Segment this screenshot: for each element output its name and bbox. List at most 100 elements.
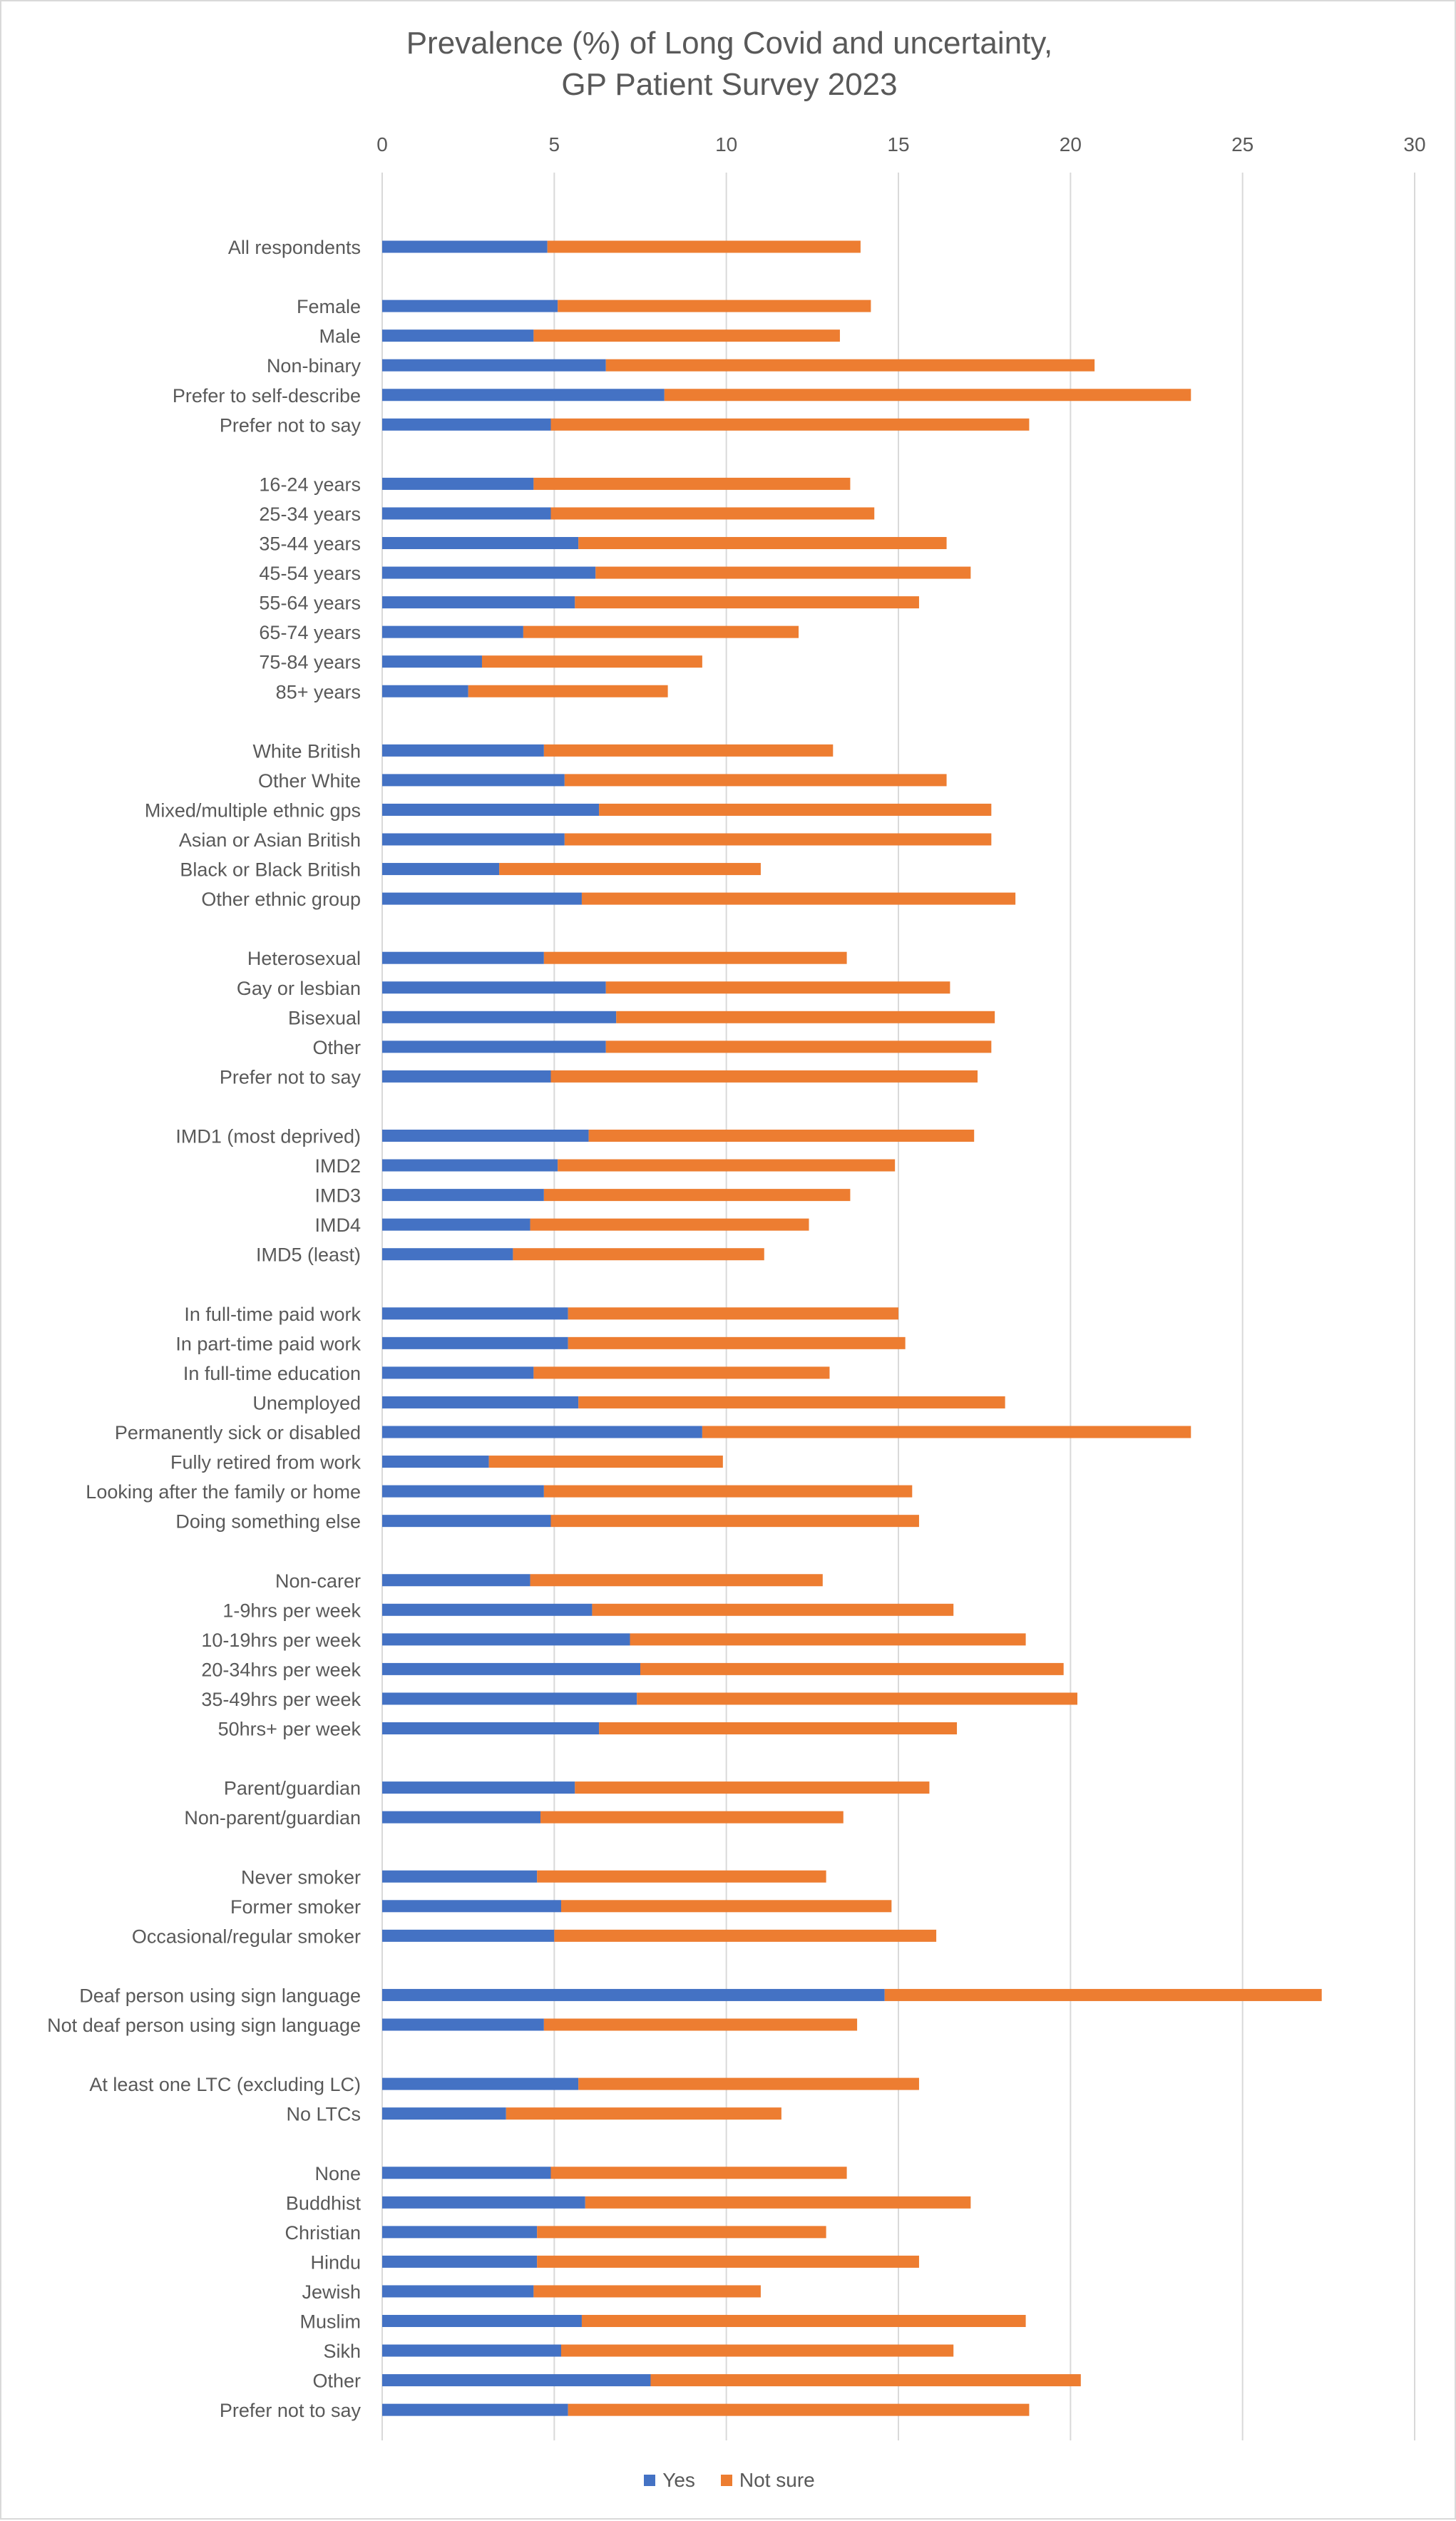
- bar-yes: [382, 1929, 555, 1942]
- bar-not-sure: [599, 1722, 958, 1734]
- x-tick-label: 15: [887, 133, 909, 155]
- bar-yes: [382, 1870, 538, 1883]
- x-tick-label: 10: [715, 133, 737, 155]
- bar-yes: [382, 1515, 551, 1528]
- category-label: Never smoker: [241, 1866, 361, 1888]
- bar-yes: [382, 1218, 530, 1231]
- category-label: 10-19hrs per week: [201, 1630, 361, 1651]
- bar-yes: [382, 1485, 544, 1498]
- bar-yes: [382, 418, 551, 431]
- category-label: In part-time paid work: [175, 1333, 361, 1354]
- category-label: All respondents: [228, 237, 361, 258]
- bar-not-sure: [537, 2255, 919, 2268]
- bar-not-sure: [564, 833, 992, 846]
- bar-not-sure: [568, 1307, 898, 1320]
- bar-not-sure: [592, 1603, 954, 1616]
- bar-not-sure: [637, 1692, 1077, 1705]
- category-label: IMD1 (most deprived): [175, 1126, 361, 1147]
- x-tick-label: 20: [1060, 133, 1082, 155]
- bar-not-sure: [543, 951, 847, 964]
- category-label: 45-54 years: [259, 563, 361, 584]
- bar-not-sure: [640, 1662, 1064, 1675]
- bar-yes: [382, 1070, 551, 1083]
- bar-yes: [382, 2344, 561, 2357]
- category-label: Permanently sick or disabled: [115, 1422, 361, 1443]
- bar-yes: [382, 2403, 568, 2416]
- category-label: Female: [297, 296, 361, 317]
- bar-yes: [382, 389, 665, 402]
- bar-not-sure: [605, 1040, 992, 1053]
- bar-yes: [382, 1603, 593, 1616]
- category-label: Looking after the family or home: [86, 1481, 361, 1503]
- bar-not-sure: [595, 566, 971, 579]
- x-tick-label: 30: [1403, 133, 1425, 155]
- bar-yes: [382, 1574, 530, 1587]
- bar-not-sure: [588, 1130, 975, 1142]
- category-label: 55-64 years: [259, 593, 361, 614]
- bar-yes: [382, 329, 534, 342]
- category-label: Prefer not to say: [220, 1066, 362, 1088]
- bar-yes: [382, 537, 579, 549]
- bar-yes: [382, 240, 548, 253]
- bar-not-sure: [550, 1070, 978, 1083]
- bar-not-sure: [533, 2285, 761, 2298]
- category-label: Asian or Asian British: [179, 829, 361, 851]
- bar-yes: [382, 1159, 558, 1172]
- category-label: IMD2: [314, 1155, 361, 1177]
- category-label: 25-34 years: [259, 503, 361, 525]
- bar-not-sure: [564, 774, 947, 787]
- bar-yes: [382, 774, 565, 787]
- bar-not-sure: [533, 329, 840, 342]
- bar-not-sure: [543, 1485, 913, 1498]
- bar-not-sure: [537, 2226, 826, 2239]
- bar-yes: [382, 1900, 561, 1913]
- bar-yes: [382, 2255, 538, 2268]
- category-label: In full-time education: [183, 1363, 361, 1384]
- bar-yes: [382, 2315, 582, 2327]
- bar-yes: [382, 981, 606, 994]
- bar-not-sure: [702, 1426, 1191, 1438]
- bar-not-sure: [499, 863, 761, 876]
- legend-label: Not sure: [739, 2469, 815, 2491]
- bar-yes: [382, 1336, 568, 1349]
- bar-yes: [382, 2196, 585, 2209]
- bar-not-sure: [558, 1159, 896, 1172]
- category-label: Deaf person using sign language: [79, 1985, 361, 2006]
- bar-not-sure: [543, 1189, 851, 1202]
- category-label: Non-binary: [267, 355, 362, 377]
- bar-not-sure: [550, 507, 875, 520]
- bar-not-sure: [533, 477, 851, 490]
- bar-yes: [382, 1456, 489, 1468]
- bar-yes: [382, 2077, 579, 2090]
- category-label: Former smoker: [230, 1896, 361, 1918]
- bar-not-sure: [581, 892, 1016, 905]
- bar-not-sure: [533, 1366, 830, 1379]
- bar-not-sure: [550, 418, 1030, 431]
- category-label: Christian: [284, 2222, 361, 2244]
- category-label: Unemployed: [252, 1392, 361, 1413]
- bar-yes: [382, 803, 600, 816]
- category-label: Other ethnic group: [201, 889, 361, 910]
- bar-yes: [382, 2107, 506, 2120]
- category-label: 65-74 years: [259, 622, 361, 643]
- category-label: Fully retired from work: [170, 1452, 362, 1473]
- bar-yes: [382, 1396, 579, 1408]
- bar-not-sure: [550, 1515, 919, 1528]
- category-label: Other: [312, 2371, 361, 2392]
- bar-yes: [382, 1011, 617, 1023]
- bar-not-sure: [554, 1929, 937, 1942]
- category-label: Non-parent/guardian: [184, 1807, 361, 1829]
- category-label: Parent/guardian: [224, 1778, 361, 1799]
- bar-not-sure: [560, 1900, 892, 1913]
- category-label: 1-9hrs per week: [222, 1600, 361, 1621]
- bar-not-sure: [581, 2315, 1026, 2327]
- bar-not-sure: [530, 1574, 823, 1587]
- legend-swatch: [720, 2475, 732, 2486]
- legend-item: Not sure: [720, 2469, 815, 2492]
- category-label: IMD3: [314, 1185, 361, 1207]
- bar-not-sure: [523, 625, 799, 638]
- legend-item: Yes: [644, 2469, 695, 2492]
- category-label: Non-carer: [275, 1570, 361, 1592]
- bar-yes: [382, 744, 544, 757]
